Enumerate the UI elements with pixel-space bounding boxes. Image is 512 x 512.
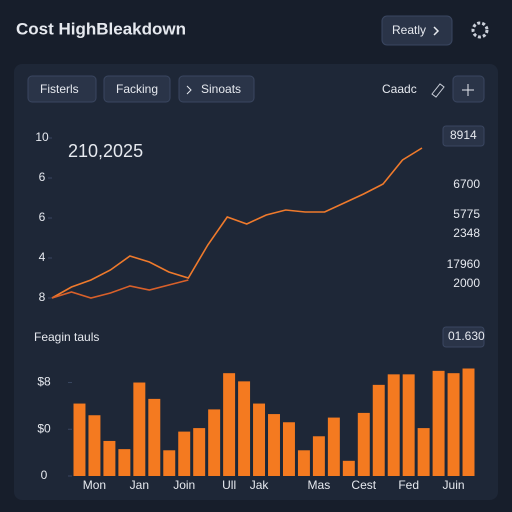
bar	[178, 431, 191, 476]
line-series	[51, 147, 423, 299]
bar	[327, 417, 340, 476]
bar	[297, 450, 310, 476]
tab[interactable]	[178, 75, 255, 103]
tab[interactable]	[27, 75, 97, 103]
button-label: Reatly	[392, 23, 426, 37]
toolbar-label: Caadc	[382, 82, 417, 96]
tab-label: Fisterls	[40, 82, 79, 96]
side-label: 2348	[453, 226, 480, 240]
bar	[417, 428, 430, 476]
side-label: 17960	[447, 257, 481, 271]
bar	[148, 398, 161, 476]
bar	[402, 374, 415, 476]
badge	[442, 326, 485, 348]
side-label: 6700	[453, 177, 480, 191]
bar	[163, 450, 176, 476]
bar	[268, 414, 280, 476]
chart-title: Feagin tauls	[34, 330, 99, 344]
bar	[208, 409, 221, 476]
tab[interactable]	[103, 75, 171, 103]
badge-label: 8914	[450, 128, 477, 142]
bar	[447, 373, 460, 476]
x-tick-label: Juin	[443, 478, 465, 492]
line-series	[51, 279, 189, 299]
x-tick-label: Cest	[351, 478, 376, 492]
y-tick-label: 10	[35, 130, 49, 144]
bar	[133, 382, 146, 476]
x-tick-label: Jak	[250, 478, 270, 492]
bar	[253, 403, 266, 476]
y-tick-label: 8	[39, 290, 46, 304]
y-tick-label: $8	[37, 375, 51, 389]
page-title: Cost HighBleakdown	[16, 19, 186, 38]
bar	[372, 384, 385, 476]
bar	[223, 373, 236, 476]
bar	[342, 460, 355, 476]
y-tick-label: 6	[39, 210, 46, 224]
tab-label: Facking	[116, 82, 158, 96]
y-tick-label: 6	[39, 170, 46, 184]
x-tick-label: Ull	[222, 478, 236, 492]
reality-button[interactable]	[381, 15, 453, 46]
x-tick-label: Mon	[83, 478, 106, 492]
x-tick-label: Join	[173, 478, 195, 492]
bar	[462, 368, 475, 476]
x-tick-label: Fed	[398, 478, 419, 492]
bar	[357, 412, 370, 476]
chevron-icon	[433, 26, 440, 36]
bar	[118, 449, 131, 476]
bar	[282, 422, 295, 476]
edit-icon[interactable]	[431, 83, 445, 98]
bar	[312, 436, 325, 476]
y-tick-label: 4	[39, 250, 46, 264]
bar	[238, 381, 251, 476]
bar	[103, 440, 116, 476]
bar	[88, 415, 101, 476]
plus-icon	[462, 84, 474, 96]
bar	[432, 370, 445, 476]
badge-label: 01.630	[448, 329, 485, 343]
bar	[73, 403, 86, 476]
y-tick-label: $0	[37, 421, 51, 435]
settings-icon[interactable]	[471, 21, 489, 39]
bar	[193, 428, 206, 476]
tab-icon	[186, 85, 192, 95]
badge	[442, 125, 485, 147]
tab-label: Sinoats	[201, 82, 241, 96]
x-tick-label: Mas	[308, 478, 331, 492]
side-label: 5775	[453, 207, 480, 221]
x-tick-label: Jan	[130, 478, 149, 492]
bar	[387, 374, 400, 476]
y-tick-label: 0	[41, 468, 48, 482]
side-label: 2000	[453, 276, 480, 290]
annotation: 210,2025	[68, 141, 143, 161]
